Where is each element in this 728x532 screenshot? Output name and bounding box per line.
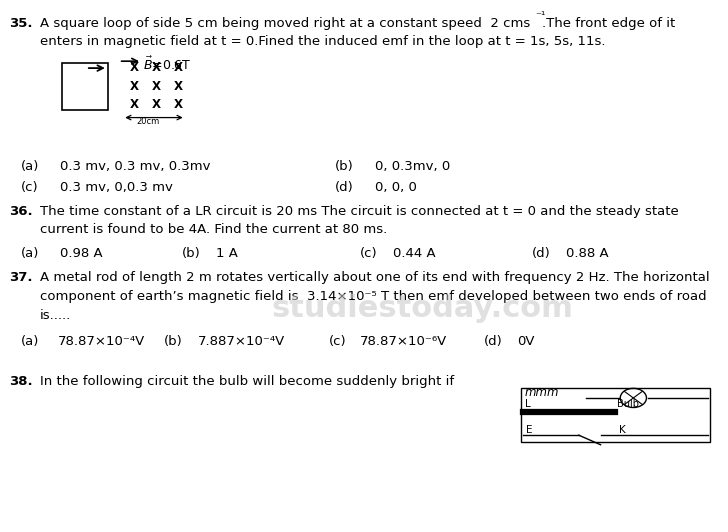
- Text: (b): (b): [182, 247, 201, 260]
- Text: current is found to be 4A. Find the current at 80 ms.: current is found to be 4A. Find the curr…: [40, 223, 387, 236]
- Text: X: X: [174, 61, 183, 74]
- Text: X: X: [174, 80, 183, 93]
- Text: X: X: [130, 61, 139, 74]
- Text: component of earth’s magnetic field is  3.14×10⁻⁵ T then emf developed between t: component of earth’s magnetic field is 3…: [40, 290, 707, 303]
- Text: A square loop of side 5 cm being moved right at a constant speed  2 cms: A square loop of side 5 cm being moved r…: [40, 17, 530, 30]
- Text: X: X: [152, 61, 161, 74]
- Text: 35.: 35.: [9, 17, 33, 30]
- Text: is.....: is.....: [40, 309, 71, 321]
- Text: X: X: [174, 98, 183, 111]
- Text: (c): (c): [20, 181, 38, 194]
- Text: Bulb: Bulb: [617, 399, 639, 409]
- Text: (d): (d): [531, 247, 550, 260]
- Text: .The front edge of it: .The front edge of it: [542, 17, 676, 30]
- Text: 78.87×10⁻⁴V: 78.87×10⁻⁴V: [58, 335, 146, 348]
- Text: In the following circuit the bulb will become suddenly bright if: In the following circuit the bulb will b…: [40, 375, 454, 388]
- Text: 78.87×10⁻⁶V: 78.87×10⁻⁶V: [360, 335, 447, 348]
- Text: (d): (d): [484, 335, 503, 348]
- Text: 36.: 36.: [9, 205, 33, 218]
- Text: A metal rod of length 2 m rotates vertically about one of its end with frequency: A metal rod of length 2 m rotates vertic…: [40, 271, 710, 284]
- Text: studiestoday.com: studiestoday.com: [272, 294, 573, 323]
- Text: (b): (b): [335, 160, 354, 172]
- Text: 7.887×10⁻⁴V: 7.887×10⁻⁴V: [198, 335, 285, 348]
- Text: 0.3 mv, 0.3 mv, 0.3mv: 0.3 mv, 0.3 mv, 0.3mv: [60, 160, 211, 172]
- Text: 0V: 0V: [517, 335, 534, 348]
- Bar: [521, 388, 710, 442]
- Text: X: X: [130, 98, 139, 111]
- Text: mmm: mmm: [524, 386, 558, 399]
- Text: ⁻¹: ⁻¹: [535, 11, 545, 21]
- Text: (a): (a): [20, 160, 39, 172]
- Text: 0.98 A: 0.98 A: [60, 247, 103, 260]
- Text: 20cm: 20cm: [136, 117, 159, 126]
- Text: 37.: 37.: [9, 271, 33, 284]
- Text: 38.: 38.: [9, 375, 33, 388]
- Text: 0.44 A: 0.44 A: [393, 247, 436, 260]
- Text: (d): (d): [335, 181, 354, 194]
- Text: X: X: [152, 80, 161, 93]
- Text: 0.3 mv, 0,0.3 mv: 0.3 mv, 0,0.3 mv: [60, 181, 173, 194]
- Text: L: L: [525, 399, 531, 409]
- Text: (a): (a): [20, 247, 39, 260]
- Text: $\vec{B}$=0.6T: $\vec{B}$=0.6T: [143, 56, 191, 73]
- Text: X: X: [130, 80, 139, 93]
- Text: (c): (c): [360, 247, 378, 260]
- Text: X: X: [152, 98, 161, 111]
- Text: 0, 0, 0: 0, 0, 0: [375, 181, 417, 194]
- Text: 0, 0.3mv, 0: 0, 0.3mv, 0: [375, 160, 450, 172]
- Text: The time constant of a LR circuit is 20 ms The circuit is connected at t = 0 and: The time constant of a LR circuit is 20 …: [40, 205, 678, 218]
- Text: (c): (c): [329, 335, 347, 348]
- Text: (b): (b): [164, 335, 183, 348]
- Text: 1 A: 1 A: [216, 247, 238, 260]
- Text: (a): (a): [20, 335, 39, 348]
- Text: E: E: [526, 425, 533, 435]
- Text: K: K: [619, 425, 625, 435]
- Text: enters in magnetic field at t = 0.Fined the induced emf in the loop at t = 1s, 5: enters in magnetic field at t = 0.Fined …: [40, 35, 606, 47]
- Text: 0.88 A: 0.88 A: [566, 247, 609, 260]
